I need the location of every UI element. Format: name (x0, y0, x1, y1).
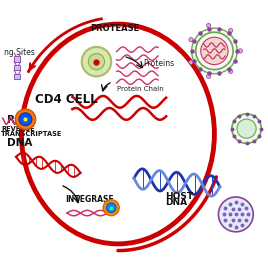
Bar (14, 56, 20, 62)
Circle shape (206, 23, 211, 28)
Text: INTEGRASE: INTEGRASE (66, 195, 114, 204)
Circle shape (15, 109, 36, 129)
Bar (14, 74, 20, 79)
Text: DNA: DNA (7, 138, 32, 148)
Circle shape (88, 54, 105, 70)
Circle shape (237, 119, 256, 138)
Text: Protein Chain: Protein Chain (117, 86, 163, 92)
Circle shape (189, 38, 193, 42)
Text: REVERSE: REVERSE (1, 126, 35, 132)
Text: DNA: DNA (165, 198, 187, 207)
Circle shape (232, 114, 261, 143)
Text: HOST: HOST (165, 192, 193, 201)
Text: ng Sites: ng Sites (4, 48, 35, 57)
Circle shape (228, 69, 233, 73)
Circle shape (103, 200, 119, 216)
Circle shape (189, 60, 193, 64)
Text: RNA: RNA (7, 115, 31, 125)
Circle shape (192, 28, 237, 74)
Circle shape (106, 203, 116, 213)
Circle shape (19, 113, 32, 126)
Circle shape (201, 37, 228, 65)
Text: PROTEASE: PROTEASE (91, 24, 140, 33)
Circle shape (218, 197, 253, 232)
Circle shape (206, 74, 211, 79)
Text: CD4 CELL: CD4 CELL (35, 93, 98, 106)
Circle shape (228, 28, 233, 33)
Text: TRANSCRIPTASE: TRANSCRIPTASE (1, 131, 63, 137)
Ellipse shape (21, 24, 214, 244)
Circle shape (82, 47, 111, 76)
Bar (14, 65, 20, 70)
Text: Proteins: Proteins (143, 59, 174, 68)
Circle shape (238, 49, 243, 53)
